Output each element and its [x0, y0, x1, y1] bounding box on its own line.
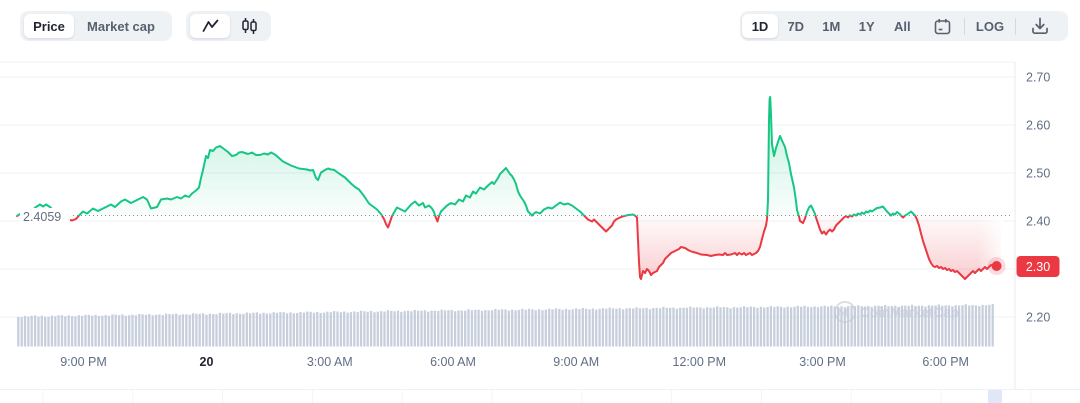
svg-text:9:00 PM: 9:00 PM: [60, 355, 107, 369]
svg-text:3:00 AM: 3:00 AM: [307, 355, 353, 369]
svg-text:6:00 PM: 6:00 PM: [922, 355, 969, 369]
svg-text:3:00 PM: 3:00 PM: [799, 355, 846, 369]
svg-text:2.50: 2.50: [1026, 167, 1050, 181]
svg-text:6:00 AM: 6:00 AM: [430, 355, 476, 369]
svg-text:2.4059: 2.4059: [23, 210, 61, 224]
svg-text:9:00 AM: 9:00 AM: [553, 355, 599, 369]
svg-text:2.30: 2.30: [1026, 260, 1050, 274]
svg-text:12:00 PM: 12:00 PM: [673, 355, 727, 369]
svg-text:20: 20: [200, 355, 214, 369]
svg-text:2.60: 2.60: [1026, 119, 1050, 133]
svg-text:2.40: 2.40: [1026, 215, 1050, 229]
svg-text:2.20: 2.20: [1026, 311, 1050, 325]
svg-text:2.70: 2.70: [1026, 71, 1050, 85]
